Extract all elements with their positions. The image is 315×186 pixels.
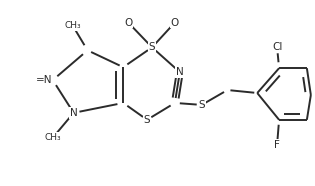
Text: CH₃: CH₃ <box>64 21 81 30</box>
Text: S: S <box>149 42 155 52</box>
Text: O: O <box>124 17 132 28</box>
Text: F: F <box>274 140 280 150</box>
Text: N: N <box>176 67 184 77</box>
Text: CH₃: CH₃ <box>44 133 61 142</box>
Text: O: O <box>171 17 179 28</box>
Text: N: N <box>70 108 77 118</box>
Text: S: S <box>144 115 150 125</box>
Text: =N: =N <box>36 75 53 85</box>
Text: Cl: Cl <box>272 42 282 52</box>
Text: S: S <box>198 100 205 110</box>
